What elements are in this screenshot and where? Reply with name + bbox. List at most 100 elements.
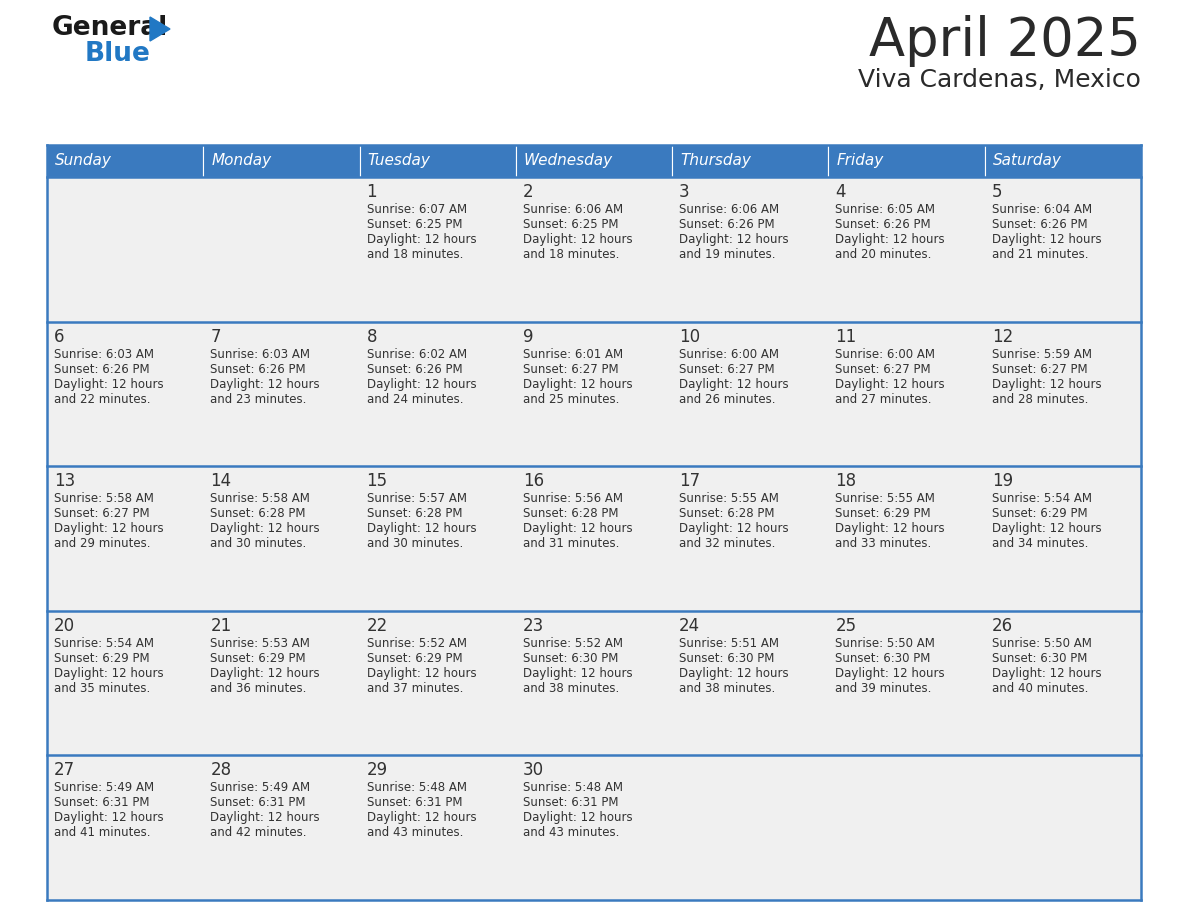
Text: and 31 minutes.: and 31 minutes. [523,537,619,550]
Bar [360,756,516,900]
Text: General: General [52,15,169,41]
Bar [48,756,203,900]
Text: and 18 minutes.: and 18 minutes. [367,248,463,261]
Text: Sunrise: 5:59 AM: Sunrise: 5:59 AM [992,348,1092,361]
Text: Sunset: 6:25 PM: Sunset: 6:25 PM [523,218,619,231]
Text: Monday: Monday [211,153,271,169]
Text: Blue: Blue [86,41,151,67]
Text: Sunset: 6:29 PM: Sunset: 6:29 PM [367,652,462,665]
Text: and 38 minutes.: and 38 minutes. [523,682,619,695]
Text: Sunrise: 6:00 AM: Sunrise: 6:00 AM [835,348,935,361]
Text: Sunset: 6:28 PM: Sunset: 6:28 PM [523,508,619,521]
Text: and 39 minutes.: and 39 minutes. [835,682,931,695]
Text: Daylight: 12 hours: Daylight: 12 hours [523,666,632,680]
Text: Sunset: 6:30 PM: Sunset: 6:30 PM [992,652,1087,665]
Bar [985,145,1140,177]
Bar [985,756,1140,900]
Bar [672,177,828,321]
Text: Daylight: 12 hours: Daylight: 12 hours [992,666,1101,680]
Bar [516,145,672,177]
Text: Daylight: 12 hours: Daylight: 12 hours [367,812,476,824]
Text: and 28 minutes.: and 28 minutes. [992,393,1088,406]
Text: 18: 18 [835,472,857,490]
Text: Sunday: Sunday [55,153,112,169]
Text: 29: 29 [367,761,387,779]
Text: Daylight: 12 hours: Daylight: 12 hours [992,377,1101,390]
Text: Sunrise: 5:50 AM: Sunrise: 5:50 AM [835,637,935,650]
Text: and 29 minutes.: and 29 minutes. [53,537,151,550]
Text: Sunrise: 6:03 AM: Sunrise: 6:03 AM [210,348,310,361]
Text: and 34 minutes.: and 34 minutes. [992,537,1088,550]
Text: and 19 minutes.: and 19 minutes. [680,248,776,261]
Text: Sunset: 6:28 PM: Sunset: 6:28 PM [367,508,462,521]
Text: 12: 12 [992,328,1013,345]
Text: Daylight: 12 hours: Daylight: 12 hours [53,812,164,824]
Text: Sunset: 6:31 PM: Sunset: 6:31 PM [367,797,462,810]
Text: Sunset: 6:26 PM: Sunset: 6:26 PM [367,363,462,375]
Text: and 37 minutes.: and 37 minutes. [367,682,463,695]
Bar [360,466,516,610]
Text: and 36 minutes.: and 36 minutes. [210,682,307,695]
Text: Sunset: 6:25 PM: Sunset: 6:25 PM [367,218,462,231]
Text: Sunrise: 6:07 AM: Sunrise: 6:07 AM [367,203,467,216]
Text: 5: 5 [992,183,1003,201]
Bar [828,145,985,177]
Text: 3: 3 [680,183,690,201]
Text: and 25 minutes.: and 25 minutes. [523,393,619,406]
Bar [203,756,360,900]
Text: Sunrise: 5:55 AM: Sunrise: 5:55 AM [680,492,779,505]
Text: Sunset: 6:26 PM: Sunset: 6:26 PM [53,363,150,375]
Text: and 41 minutes.: and 41 minutes. [53,826,151,839]
Text: Sunrise: 5:58 AM: Sunrise: 5:58 AM [210,492,310,505]
Text: and 43 minutes.: and 43 minutes. [367,826,463,839]
Bar [360,177,516,321]
Text: Daylight: 12 hours: Daylight: 12 hours [367,233,476,246]
Text: Sunrise: 5:52 AM: Sunrise: 5:52 AM [367,637,467,650]
Text: 6: 6 [53,328,64,345]
Text: Sunrise: 5:49 AM: Sunrise: 5:49 AM [210,781,310,794]
Bar [516,610,672,756]
Text: 30: 30 [523,761,544,779]
Text: Daylight: 12 hours: Daylight: 12 hours [210,666,320,680]
Text: 25: 25 [835,617,857,635]
Text: Daylight: 12 hours: Daylight: 12 hours [835,233,944,246]
Bar [48,321,203,466]
Text: Sunrise: 5:50 AM: Sunrise: 5:50 AM [992,637,1092,650]
Text: and 23 minutes.: and 23 minutes. [210,393,307,406]
Text: Sunset: 6:29 PM: Sunset: 6:29 PM [992,508,1087,521]
Text: and 27 minutes.: and 27 minutes. [835,393,931,406]
Text: Sunrise: 5:53 AM: Sunrise: 5:53 AM [210,637,310,650]
Text: 27: 27 [53,761,75,779]
Text: Sunrise: 5:58 AM: Sunrise: 5:58 AM [53,492,154,505]
Text: 15: 15 [367,472,387,490]
Text: Daylight: 12 hours: Daylight: 12 hours [53,377,164,390]
Bar [203,466,360,610]
Bar [985,610,1140,756]
Text: 24: 24 [680,617,700,635]
Text: Sunset: 6:30 PM: Sunset: 6:30 PM [835,652,931,665]
Text: Daylight: 12 hours: Daylight: 12 hours [992,233,1101,246]
Text: and 20 minutes.: and 20 minutes. [835,248,931,261]
Text: 10: 10 [680,328,700,345]
Text: Sunrise: 5:57 AM: Sunrise: 5:57 AM [367,492,467,505]
Text: Daylight: 12 hours: Daylight: 12 hours [523,233,632,246]
Text: and 32 minutes.: and 32 minutes. [680,537,776,550]
Text: Friday: Friday [836,153,884,169]
Text: Sunrise: 5:55 AM: Sunrise: 5:55 AM [835,492,935,505]
Text: and 43 minutes.: and 43 minutes. [523,826,619,839]
Text: and 33 minutes.: and 33 minutes. [835,537,931,550]
Text: Sunset: 6:30 PM: Sunset: 6:30 PM [680,652,775,665]
Text: Viva Cardenas, Mexico: Viva Cardenas, Mexico [858,68,1140,92]
Text: Sunrise: 5:52 AM: Sunrise: 5:52 AM [523,637,623,650]
Text: Sunset: 6:31 PM: Sunset: 6:31 PM [523,797,619,810]
Text: 8: 8 [367,328,377,345]
Text: Daylight: 12 hours: Daylight: 12 hours [835,522,944,535]
Text: Sunrise: 6:00 AM: Sunrise: 6:00 AM [680,348,779,361]
Text: Sunrise: 6:06 AM: Sunrise: 6:06 AM [523,203,623,216]
Text: Sunrise: 5:48 AM: Sunrise: 5:48 AM [367,781,467,794]
Bar [48,145,203,177]
Text: Sunrise: 6:04 AM: Sunrise: 6:04 AM [992,203,1092,216]
Text: Sunrise: 6:05 AM: Sunrise: 6:05 AM [835,203,935,216]
Text: Sunset: 6:26 PM: Sunset: 6:26 PM [680,218,775,231]
Text: Daylight: 12 hours: Daylight: 12 hours [523,522,632,535]
